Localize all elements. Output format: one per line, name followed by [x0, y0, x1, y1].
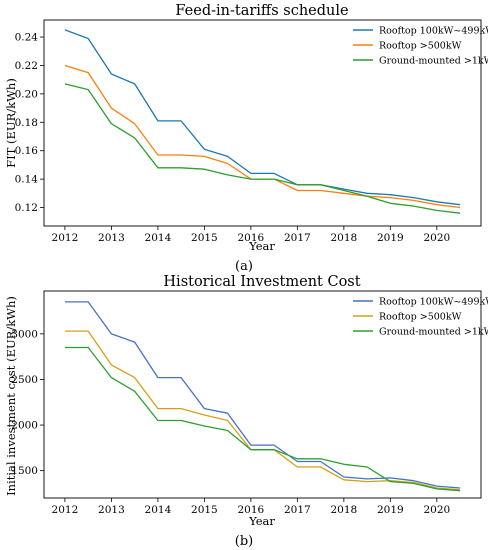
plot-frame [43, 290, 482, 499]
x-tick-label: 2015 [191, 504, 218, 516]
y-axis-label: Initial investment cost (EUR/kWh) [4, 296, 18, 496]
x-tick-label: 2013 [98, 504, 125, 516]
x-tick-label: 2017 [284, 232, 311, 244]
legend-label: Rooftop >500kW [379, 312, 462, 323]
legend-label: Rooftop 100kW~499kW [379, 26, 488, 37]
x-tick-label: 2019 [377, 504, 404, 516]
panel-caption: (b) [235, 534, 253, 549]
x-tick-label: 2015 [191, 232, 218, 244]
legend: Rooftop 100kW~499kW Rooftop >500kW Ground-… [353, 26, 488, 67]
y-tick-label: 2000 [11, 420, 38, 432]
series-line-0 [64, 29, 461, 206]
y-tick-label: 0.22 [15, 60, 38, 72]
legend-label: Ground-mounted >1kW [379, 56, 488, 67]
x-tick-label: 2016 [238, 232, 265, 244]
x-tick-label: 2012 [52, 504, 79, 516]
y-axis-label: FIT (EUR/kWh) [4, 78, 18, 168]
series-line-2 [64, 346, 461, 492]
legend-label: Rooftop 100kW~499kW [379, 297, 488, 308]
x-tick-label: 2018 [330, 504, 357, 516]
x-tick-label: 2018 [330, 232, 357, 244]
legend-label: Ground-mounted >1kW [379, 327, 488, 338]
chart-fit-schedule: Feed-in-tariffs schedule 2012 2013 2014 201… [4, 3, 488, 274]
legend: Rooftop 100kW~499kW Rooftop >500kW Ground-… [353, 297, 488, 338]
y-tick-label: 0.12 [15, 202, 38, 214]
panel-caption: (a) [235, 259, 253, 274]
series-line-2 [64, 83, 461, 214]
x-tick-label: 2020 [423, 232, 450, 244]
y-tick-label: 1500 [11, 465, 38, 477]
x-axis-label: Year [248, 514, 275, 528]
x-tick-label: 2017 [284, 504, 311, 516]
x-tick-label: 2016 [238, 504, 265, 516]
y-tick-label: 0.20 [15, 88, 38, 100]
plot-frame [43, 19, 482, 227]
y-tick-label: 0.24 [15, 32, 39, 44]
y-tick-label: 0.14 [15, 174, 39, 186]
x-axis-label: Year [248, 239, 275, 253]
x-tick-label: 2014 [145, 232, 172, 244]
y-tick-label: 0.16 [15, 145, 39, 157]
y-tick-label: 0.18 [15, 117, 38, 129]
x-tick-label: 2014 [145, 504, 172, 516]
series-line-1 [64, 330, 461, 491]
series-line-0 [64, 301, 461, 489]
chart-title: Feed-in-tariffs schedule [175, 3, 348, 19]
y-tick-label: 2500 [11, 374, 38, 386]
chart-title: Historical Investment Cost [163, 274, 360, 290]
x-tick-label: 2020 [423, 504, 450, 516]
x-tick-label: 2013 [98, 232, 125, 244]
legend-label: Rooftop >500kW [379, 41, 462, 52]
series-line-1 [64, 64, 461, 209]
x-tick-label: 2012 [52, 232, 79, 244]
x-tick-label: 2019 [377, 232, 404, 244]
chart-investment-cost: Historical Investment Cost 2012 2013 2014 2… [4, 274, 488, 549]
y-tick-label: 3000 [11, 328, 38, 340]
